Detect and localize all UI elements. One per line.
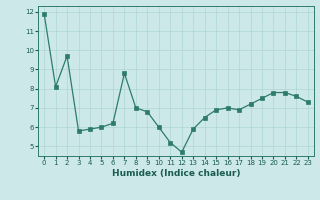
X-axis label: Humidex (Indice chaleur): Humidex (Indice chaleur) xyxy=(112,169,240,178)
